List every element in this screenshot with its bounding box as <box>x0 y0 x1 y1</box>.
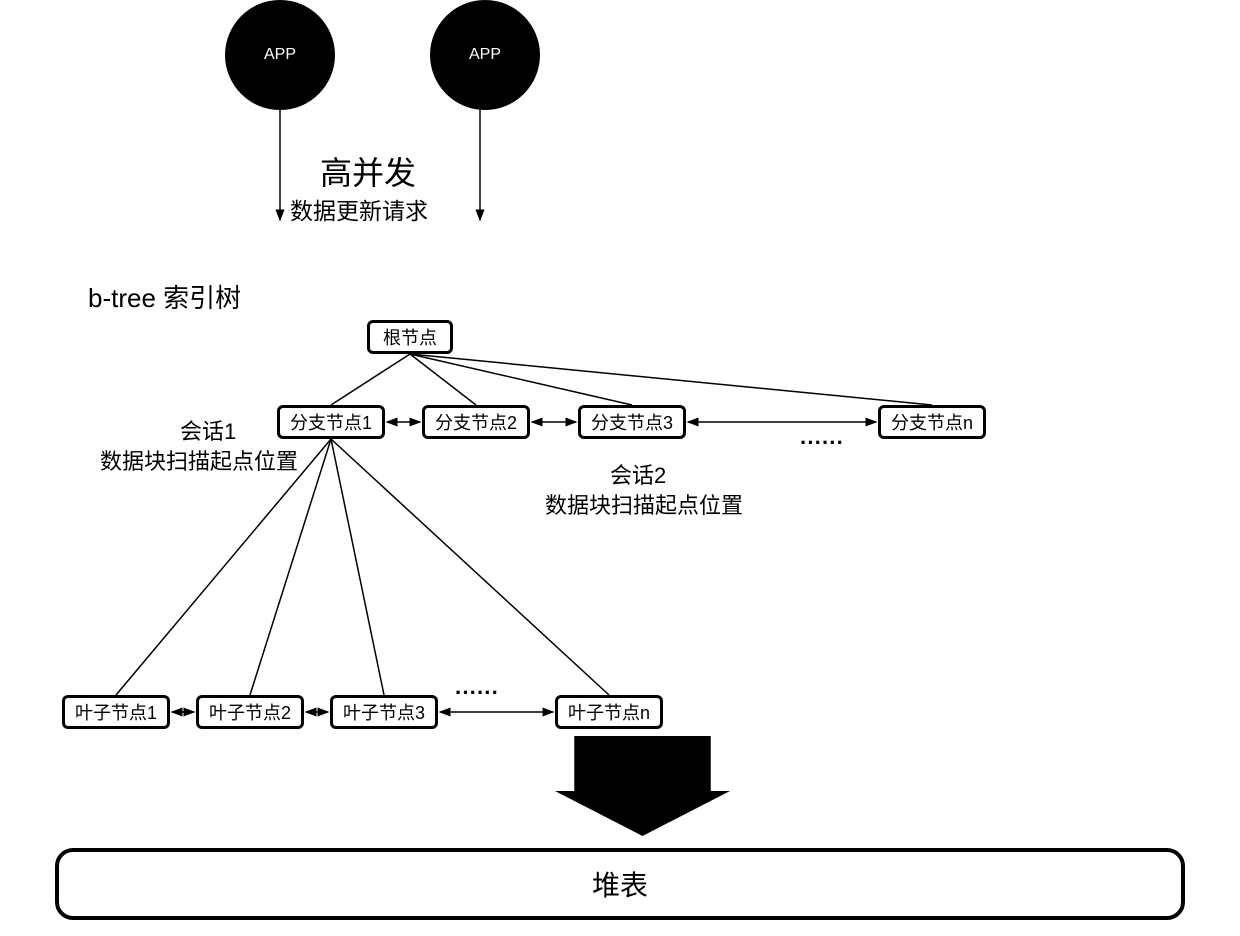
label-dots-branch: ······ <box>800 430 844 456</box>
heap-table: 堆表 <box>55 848 1185 920</box>
circle-app1: APP <box>225 0 335 110</box>
big-arrow-down <box>555 736 730 836</box>
edge-branch1-leaf1 <box>116 439 331 695</box>
edge-branch1-leaf2 <box>250 439 331 695</box>
label-session1-b: 数据块扫描起点位置 <box>100 444 298 476</box>
label-session2-b: 数据块扫描起点位置 <box>545 488 743 520</box>
box-branch1: 分支节点1 <box>277 405 385 439</box>
diagram-canvas: 根节点分支节点1 分支节点2 分支节点3 分支节点n 叶子节点1 叶子节点2 叶子节点3 叶子… <box>0 0 1240 936</box>
label-btree: b-tree 索引树 <box>88 278 241 315</box>
box-branch3: 分支节点3 <box>578 405 686 439</box>
box-branchn: 分支节点n <box>878 405 986 439</box>
box-branch2: 分支节点2 <box>422 405 530 439</box>
box-leaf3: 叶子节点3 <box>330 695 438 729</box>
edge-root-branch1 <box>331 354 410 405</box>
edge-branch1-leafn <box>331 439 609 695</box>
box-leafn: 叶子节点n <box>555 695 663 729</box>
edge-root-branchn <box>410 354 932 405</box>
box-leaf2: 叶子节点2 <box>196 695 304 729</box>
label-session1-a: 会话1 <box>180 414 236 446</box>
label-high-conc: 高并发 <box>320 148 416 194</box>
label-update-req: 数据更新请求 <box>290 192 428 226</box>
edge-branch1-leaf3 <box>331 439 384 695</box>
label-session2-a: 会话2 <box>610 458 666 490</box>
edge-root-branch2 <box>410 354 476 405</box>
box-leaf1: 叶子节点1 <box>62 695 170 729</box>
circle-app2: APP <box>430 0 540 110</box>
box-root: 根节点 <box>367 320 453 354</box>
label-dots-leaf: ······ <box>455 680 499 706</box>
edge-root-branch3 <box>410 354 632 405</box>
